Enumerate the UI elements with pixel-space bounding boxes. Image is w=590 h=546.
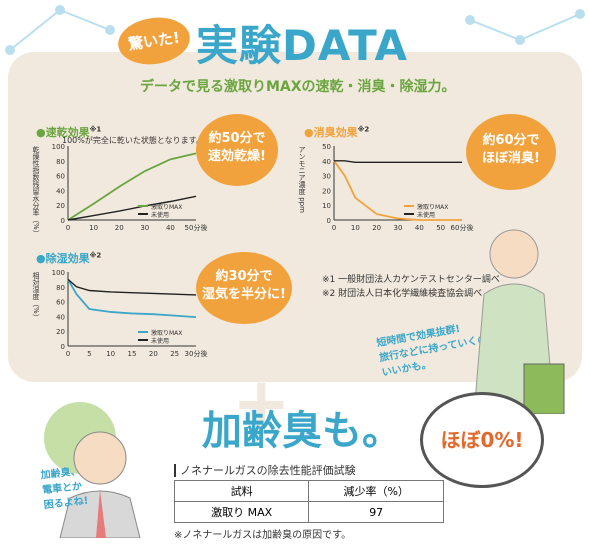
odor-legend-label: 未使用 <box>417 211 435 219</box>
odor-x-tick-label: 20 <box>372 224 381 232</box>
humid-y-tick-label: 20 <box>56 328 65 336</box>
dry-series-line-unused <box>67 195 197 221</box>
humid-x-tick-label: 5 <box>87 350 91 358</box>
dry-bubble: 約50分で 速効乾燥! <box>196 114 278 186</box>
dry-chart-note: 100%が完全に乾いた状態となります。 <box>62 136 204 145</box>
table-header-rate: 減少率（%） <box>308 480 444 502</box>
dry-legend-label: 未使用 <box>151 211 169 219</box>
table-row: 激取り MAX 97 <box>173 501 444 523</box>
odor-x-tick-label: 60分後 <box>451 223 474 232</box>
humid-legend-label: 未使用 <box>151 337 169 345</box>
odor-y-tick-label: 50 <box>322 143 331 151</box>
dry-x-tick-label: 50分後 <box>185 223 208 232</box>
man-illustration <box>44 402 141 538</box>
odor-series-line-product <box>333 160 462 221</box>
odor-chart-title: ●消臭効果※2 <box>304 125 370 139</box>
test-table: 試料 減少率（%） 激取り MAX 97 <box>173 480 444 523</box>
page-subtitle: データで見る激取りMAXの速乾・消臭・除湿力。 <box>140 79 456 95</box>
dry-y-axis-label: 乾燥性指数残留水分率（%） <box>32 145 40 236</box>
dry-y-tick-label: 80 <box>56 158 65 166</box>
humid-x-tick-label: 25 <box>170 350 179 358</box>
dry-y-tick-label: 40 <box>56 187 65 195</box>
dry-x-tick-label: 0 <box>66 224 70 232</box>
person-speech: 加齢臭、 電車とか 困るよね! <box>40 466 89 512</box>
dry-x-tick-label: 40 <box>166 224 175 232</box>
humid-series-line-product <box>67 278 197 319</box>
humid-legend-label: 激取りMAX <box>151 329 182 337</box>
humid-chart-title: ●除湿効果※2 <box>36 251 102 265</box>
dry-x-tick-label: 20 <box>115 224 124 232</box>
footnote-2: ※2 財団法人日本化学繊維検査協会調べ <box>322 289 483 299</box>
woman-traveler-illustration <box>473 229 565 414</box>
humid-y-tick-label: 80 <box>56 284 65 292</box>
table-cell-rate: 97 <box>308 501 444 523</box>
humid-y-tick-label: 100 <box>52 269 65 277</box>
humid-x-tick-label: 15 <box>128 350 137 358</box>
near-zero-bubble: ほぼ0%! <box>420 392 544 488</box>
dry-series-line-product <box>67 152 197 221</box>
test-table-area: ノネナールガスの除去性能評価試験 試料 減少率（%） 激取り MAX 97 ※ノ… <box>173 462 444 541</box>
humid-x-tick-label: 10 <box>106 350 115 358</box>
table-note: ※ノネナールガスは加齢臭の原因です。 <box>174 530 352 541</box>
odor-x-tick-label: 0 <box>332 224 336 232</box>
humid-y-tick-label: 40 <box>56 313 65 321</box>
dry-legend-label: 激取りMAX <box>151 203 182 211</box>
odor-y-tick-label: 40 <box>322 158 331 166</box>
odor-legend-label: 激取りMAX <box>417 203 448 211</box>
dry-y-tick-label: 100 <box>52 143 65 151</box>
odor-y-tick-label: 20 <box>322 187 331 195</box>
headline-kareishu: 加齢臭も。 <box>202 408 402 454</box>
odor-x-tick-label: 50 <box>436 224 445 232</box>
humid-y-tick-label: 60 <box>56 299 65 307</box>
odor-y-axis-label: アンモニア濃度 ppm <box>298 146 306 213</box>
table-header-row: 試料 減少率（%） <box>173 480 444 502</box>
dry-x-tick-label: 30 <box>140 224 149 232</box>
table-title: ノネナールガスの除去性能評価試験 <box>174 462 444 478</box>
humid-y-axis-label: 相対湿度（%） <box>32 271 40 320</box>
humid-x-tick-label: 30分後 <box>185 349 208 358</box>
odor-y-tick-label: 30 <box>322 173 331 181</box>
dry-x-tick-label: 10 <box>89 224 98 232</box>
humid-x-tick-label: 0 <box>66 350 70 358</box>
page-title: 実験DATA <box>196 21 409 70</box>
odor-bubble: 約60分で ほぼ消臭! <box>466 114 556 190</box>
humid-x-tick-label: 20 <box>149 350 158 358</box>
table-cell-sample: 激取り MAX <box>173 501 310 523</box>
odor-series-line-unused <box>334 160 462 163</box>
footnote-1: ※1 一般財団法人カケンテストセンター調べ <box>322 275 500 285</box>
odor-x-tick-label: 30 <box>394 224 403 232</box>
plus-sign: + <box>232 362 291 444</box>
humid-y-tick-label: 0 <box>61 343 65 351</box>
odor-y-tick-label: 10 <box>322 202 331 210</box>
table-header-sample: 試料 <box>173 480 310 502</box>
humid-bubble: 約30分で 湿気を半分に! <box>196 252 292 324</box>
odor-x-tick-label: 10 <box>351 224 360 232</box>
dry-y-tick-label: 0 <box>61 217 65 225</box>
odor-y-tick-label: 0 <box>327 217 331 225</box>
odor-x-tick-label: 40 <box>415 224 424 232</box>
header-network-decoration <box>5 5 585 55</box>
dry-y-tick-label: 60 <box>56 173 65 181</box>
dry-chart-title: ●速乾効果※1 <box>36 125 102 139</box>
dry-y-tick-label: 20 <box>56 202 65 210</box>
humid-series-line-unused <box>67 278 197 296</box>
